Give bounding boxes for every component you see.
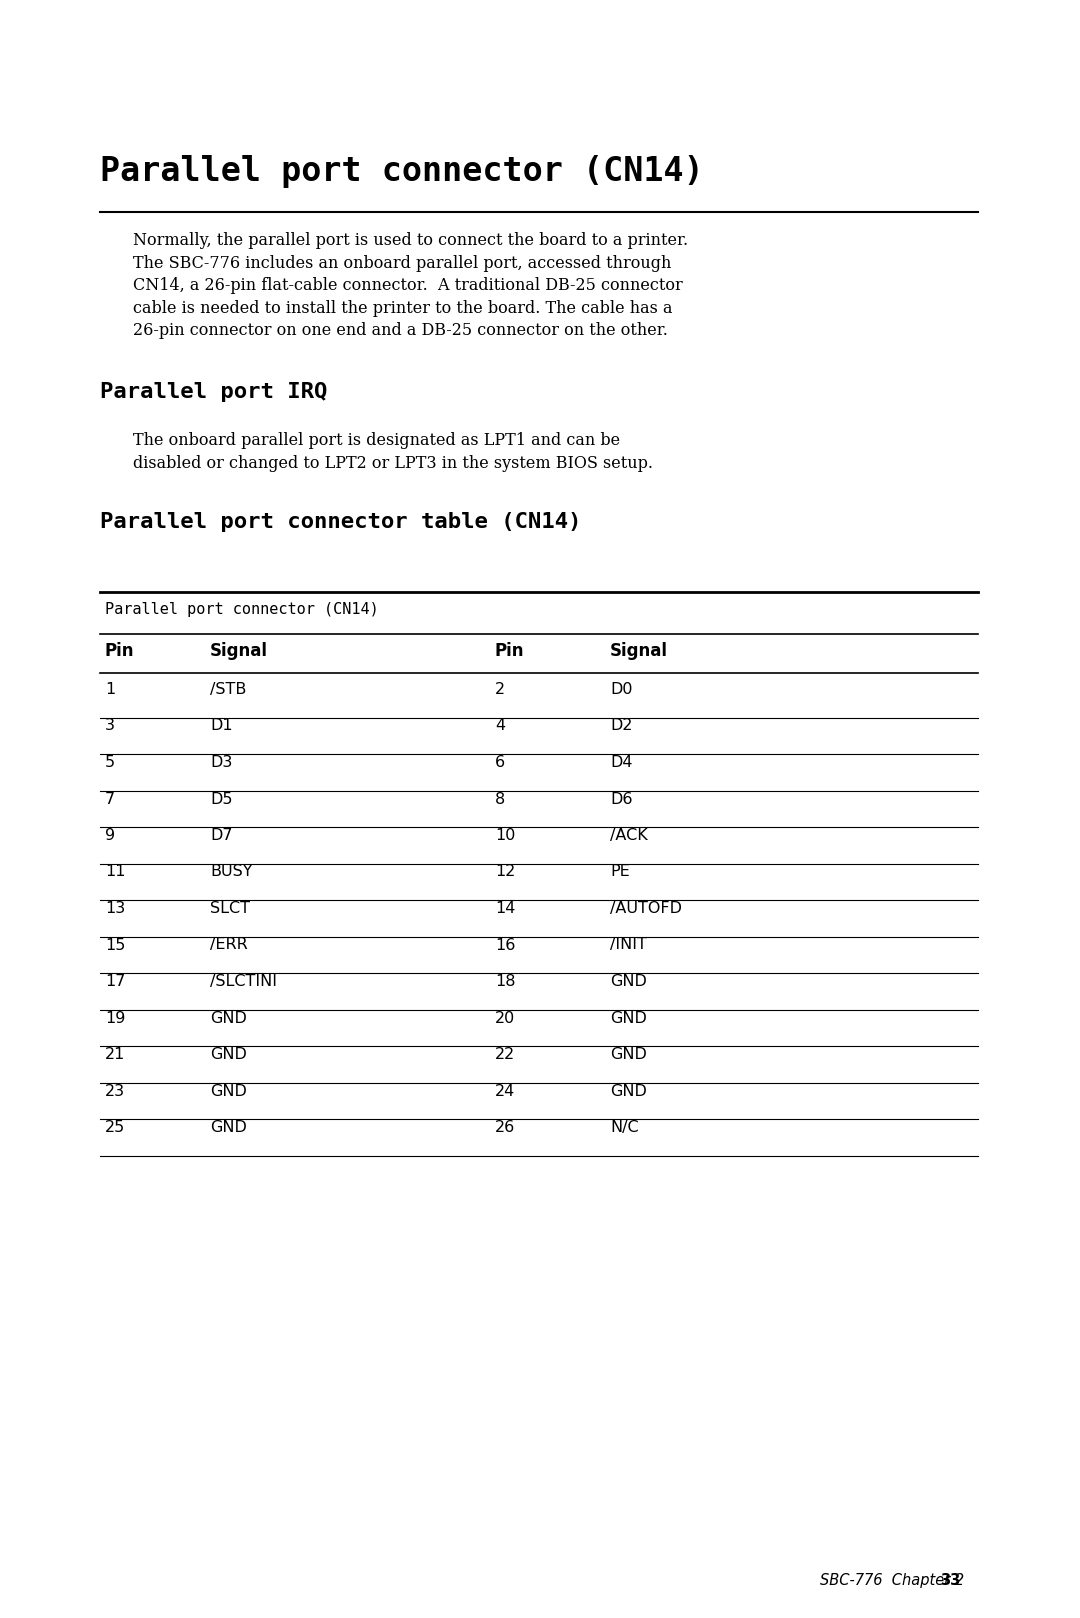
Text: 23: 23	[105, 1084, 125, 1099]
Text: Pin: Pin	[105, 642, 135, 660]
Text: The SBC-776 includes an onboard parallel port, accessed through: The SBC-776 includes an onboard parallel…	[133, 254, 672, 272]
Text: /ERR: /ERR	[210, 937, 247, 953]
Text: PE: PE	[610, 864, 630, 880]
Text: 19: 19	[105, 1011, 125, 1026]
Text: 6: 6	[495, 756, 505, 770]
Text: /AUTOFD: /AUTOFD	[610, 901, 681, 916]
Text: D1: D1	[210, 718, 232, 733]
Text: 3: 3	[105, 718, 114, 733]
Text: Signal: Signal	[610, 642, 669, 660]
Text: 26: 26	[495, 1120, 515, 1134]
Text: Pin: Pin	[495, 642, 525, 660]
Text: 17: 17	[105, 974, 125, 989]
Text: disabled or changed to LPT2 or LPT3 in the system BIOS setup.: disabled or changed to LPT2 or LPT3 in t…	[133, 455, 653, 471]
Text: 18: 18	[495, 974, 515, 989]
Text: 5: 5	[105, 756, 116, 770]
Text: 2: 2	[495, 683, 505, 697]
Text: BUSY: BUSY	[210, 864, 253, 880]
Text: Normally, the parallel port is used to connect the board to a printer.: Normally, the parallel port is used to c…	[133, 231, 688, 249]
Text: SLCT: SLCT	[210, 901, 249, 916]
Text: CN14, a 26-pin flat-cable connector.  A traditional DB-25 connector: CN14, a 26-pin flat-cable connector. A t…	[133, 277, 683, 294]
Text: 10: 10	[495, 828, 515, 843]
Text: GND: GND	[610, 1047, 647, 1061]
Text: 13: 13	[105, 901, 125, 916]
Text: D2: D2	[610, 718, 633, 733]
Text: D5: D5	[210, 791, 232, 806]
Text: GND: GND	[610, 974, 647, 989]
Text: 22: 22	[495, 1047, 515, 1061]
Text: 21: 21	[105, 1047, 125, 1061]
Text: Parallel port connector (CN14): Parallel port connector (CN14)	[100, 155, 704, 188]
Text: D0: D0	[610, 683, 633, 697]
Text: 12: 12	[495, 864, 515, 880]
Text: 4: 4	[495, 718, 505, 733]
Text: Parallel port connector table (CN14): Parallel port connector table (CN14)	[100, 511, 581, 532]
Text: 14: 14	[495, 901, 515, 916]
Text: /INIT: /INIT	[610, 937, 647, 953]
Text: /STB: /STB	[210, 683, 246, 697]
Text: 26-pin connector on one end and a DB-25 connector on the other.: 26-pin connector on one end and a DB-25 …	[133, 322, 667, 340]
Text: GND: GND	[210, 1011, 247, 1026]
Text: /ACK: /ACK	[610, 828, 648, 843]
Text: D6: D6	[610, 791, 633, 806]
Text: 7: 7	[105, 791, 116, 806]
Text: D3: D3	[210, 756, 232, 770]
Text: /SLCTINI: /SLCTINI	[210, 974, 276, 989]
Text: cable is needed to install the printer to the board. The cable has a: cable is needed to install the printer t…	[133, 299, 673, 317]
Text: D4: D4	[610, 756, 633, 770]
Text: 15: 15	[105, 937, 125, 953]
Text: 16: 16	[495, 937, 515, 953]
Text: D7: D7	[210, 828, 232, 843]
Text: 20: 20	[495, 1011, 515, 1026]
Text: Signal: Signal	[210, 642, 268, 660]
Text: GND: GND	[610, 1084, 647, 1099]
Text: Parallel port IRQ: Parallel port IRQ	[100, 382, 327, 401]
Text: SBC-776  Chapter 2: SBC-776 Chapter 2	[820, 1573, 973, 1587]
Text: 8: 8	[495, 791, 505, 806]
Text: GND: GND	[210, 1084, 247, 1099]
Text: 25: 25	[105, 1120, 125, 1134]
Text: GND: GND	[210, 1120, 247, 1134]
Text: GND: GND	[610, 1011, 647, 1026]
Text: N/C: N/C	[610, 1120, 638, 1134]
Text: 9: 9	[105, 828, 116, 843]
Text: 11: 11	[105, 864, 125, 880]
Text: GND: GND	[210, 1047, 247, 1061]
Text: 33: 33	[940, 1573, 960, 1587]
Text: 1: 1	[105, 683, 116, 697]
Text: The onboard parallel port is designated as LPT1 and can be: The onboard parallel port is designated …	[133, 432, 620, 450]
Text: 24: 24	[495, 1084, 515, 1099]
Text: Parallel port connector (CN14): Parallel port connector (CN14)	[105, 602, 379, 616]
